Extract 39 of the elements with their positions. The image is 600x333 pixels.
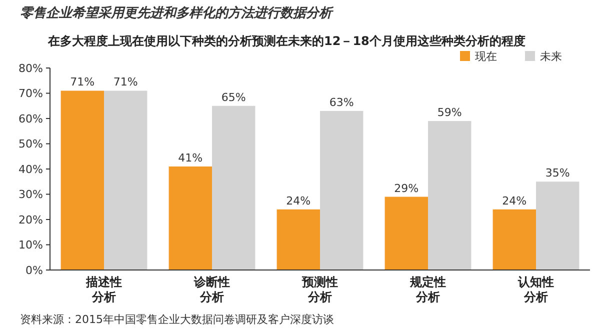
chart-subtitle: 在多大程度上现在使用以下种类的分析预测在未来的12－18个月使用这些种类分析的程度 — [47, 34, 526, 48]
legend-label: 未来 — [540, 50, 562, 63]
y-tick-label: 70% — [18, 87, 43, 100]
y-tick-label: 40% — [18, 162, 43, 176]
x-tick-label: 预测性分析 — [301, 275, 338, 304]
bar — [212, 106, 256, 270]
bar — [384, 196, 428, 270]
x-tick-label: 描述性分析 — [85, 275, 122, 304]
chart-title: 零售企业希望采用更先进和多样化的方法进行数据分析 — [20, 5, 334, 21]
legend-label: 现在 — [475, 50, 497, 63]
data-label: 59% — [437, 106, 462, 120]
bar — [168, 166, 212, 270]
y-tick-label: 30% — [18, 188, 43, 202]
x-tick-label: 规定性分析 — [409, 275, 446, 304]
data-label: 71% — [113, 76, 138, 89]
data-label: 65% — [221, 90, 246, 104]
data-label: 71% — [70, 76, 95, 89]
bar — [320, 110, 364, 270]
data-label: 63% — [329, 96, 354, 109]
y-tick-label: 80% — [18, 62, 43, 75]
text: 资料来源：2015年中国零售企业大数据问卷调研及客户深度访谈 — [20, 313, 334, 326]
y-tick-label: 50% — [18, 138, 43, 151]
data-label: 29% — [394, 182, 419, 195]
y-tick-label: 0% — [26, 264, 43, 277]
data-label: 41% — [178, 151, 203, 164]
data-label: 35% — [545, 166, 570, 180]
bar — [60, 90, 104, 270]
y-tick-label: 10% — [18, 238, 43, 252]
data-label: 24% — [502, 194, 527, 208]
bar — [276, 209, 320, 270]
bar — [536, 182, 580, 270]
x-tick-label: 诊断性分析 — [193, 275, 230, 304]
bar — [104, 90, 148, 270]
x-tick-label: 认知性分析 — [517, 275, 554, 304]
data-label: 24% — [286, 194, 311, 208]
bar — [492, 209, 536, 270]
y-tick-label: 20% — [18, 213, 43, 226]
y-tick-label: 60% — [18, 112, 43, 126]
bar — [428, 121, 472, 270]
